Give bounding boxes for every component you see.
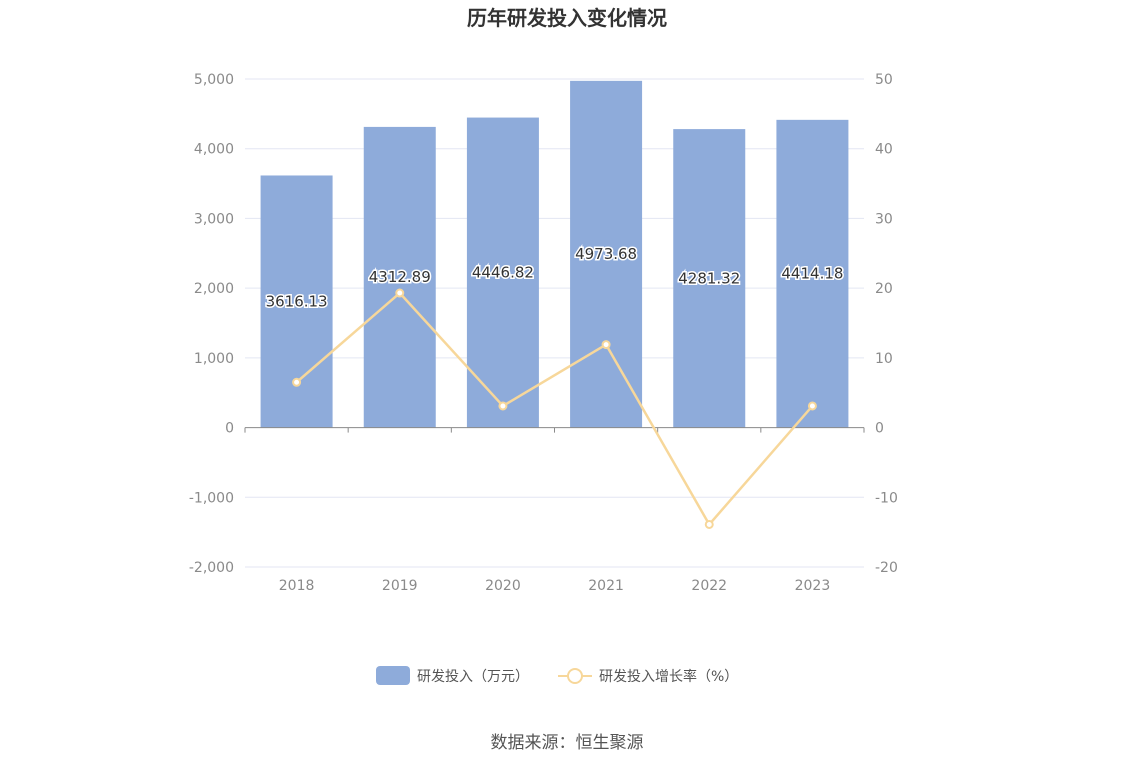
y-right-tick-label: -20 [875,560,898,576]
y-axis-right: -20 -10 0 10 20 30 40 50 [875,72,898,576]
source-note: 数据来源：恒生聚源 [491,733,644,753]
x-tick-label: 2022 [691,578,727,594]
legend-bar-swatch [376,666,410,685]
bar [363,126,436,428]
bar-value-label: 4281.32 [678,269,740,287]
y-left-tick-label: -2,000 [189,560,234,576]
y-left-tick-label: 0 [225,421,234,437]
y-right-tick-label: 50 [875,72,893,88]
bar-value-label: 4414.18 [781,265,843,283]
x-tick-label: 2021 [588,578,624,594]
y-right-tick-label: 40 [875,142,893,158]
y-right-tick-label: 10 [875,351,893,367]
grid [245,78,864,568]
y-left-tick-label: 1,000 [194,351,234,367]
y-right-tick-label: 30 [875,211,893,227]
legend-line-label: 研发投入增长率（%） [599,668,738,685]
bar-value-label: 4446.82 [472,264,534,282]
x-tick-label: 2020 [485,578,521,594]
x-axis: 2018 2019 2020 2021 2022 2023 [244,427,865,594]
x-tick-label: 2019 [382,578,418,594]
growth-point [704,519,714,529]
y-right-tick-label: -10 [875,490,898,506]
bar-value-label: 3616.13 [266,293,328,311]
growth-point [395,288,405,298]
y-right-tick-label: 20 [875,281,893,297]
bar-series [260,80,849,428]
growth-point [498,401,508,411]
bar [570,80,643,428]
bar-value-label: 4312.89 [369,268,431,286]
y-left-tick-label: 3,000 [194,211,234,227]
growth-line [295,291,814,527]
y-left-tick-label: 4,000 [194,142,234,158]
legend-item-line[interactable]: 研发投入增长率（%） [558,668,738,685]
growth-point [292,377,302,387]
bar-labels: 3616.13 4312.89 4446.82 4973.68 4281.32 4414.… [264,244,845,312]
bar-value-label: 4973.68 [575,245,637,263]
y-right-tick-label: 0 [875,421,884,437]
y-left-tick-label: -1,000 [189,490,234,506]
legend-bar-label: 研发投入（万元） [417,669,529,685]
chart-title: 历年研发投入变化情况 [467,6,667,30]
y-axis-left: -2,000 -1,000 0 1,000 2,000 3,000 4,000 5,000 [189,72,234,576]
line-series [292,288,817,529]
legend: 研发投入（万元） 研发投入增长率（%） [376,666,738,685]
x-tick-label: 2018 [279,578,315,594]
legend-item-bar[interactable]: 研发投入（万元） [376,666,529,685]
growth-point [807,401,817,411]
bar [673,129,746,428]
y-left-tick-label: 2,000 [194,281,234,297]
bar [776,119,849,428]
legend-line-marker [567,668,583,684]
x-tick-label: 2023 [795,578,831,594]
y-left-tick-label: 5,000 [194,72,234,88]
growth-point [601,340,611,350]
bar [466,117,539,428]
